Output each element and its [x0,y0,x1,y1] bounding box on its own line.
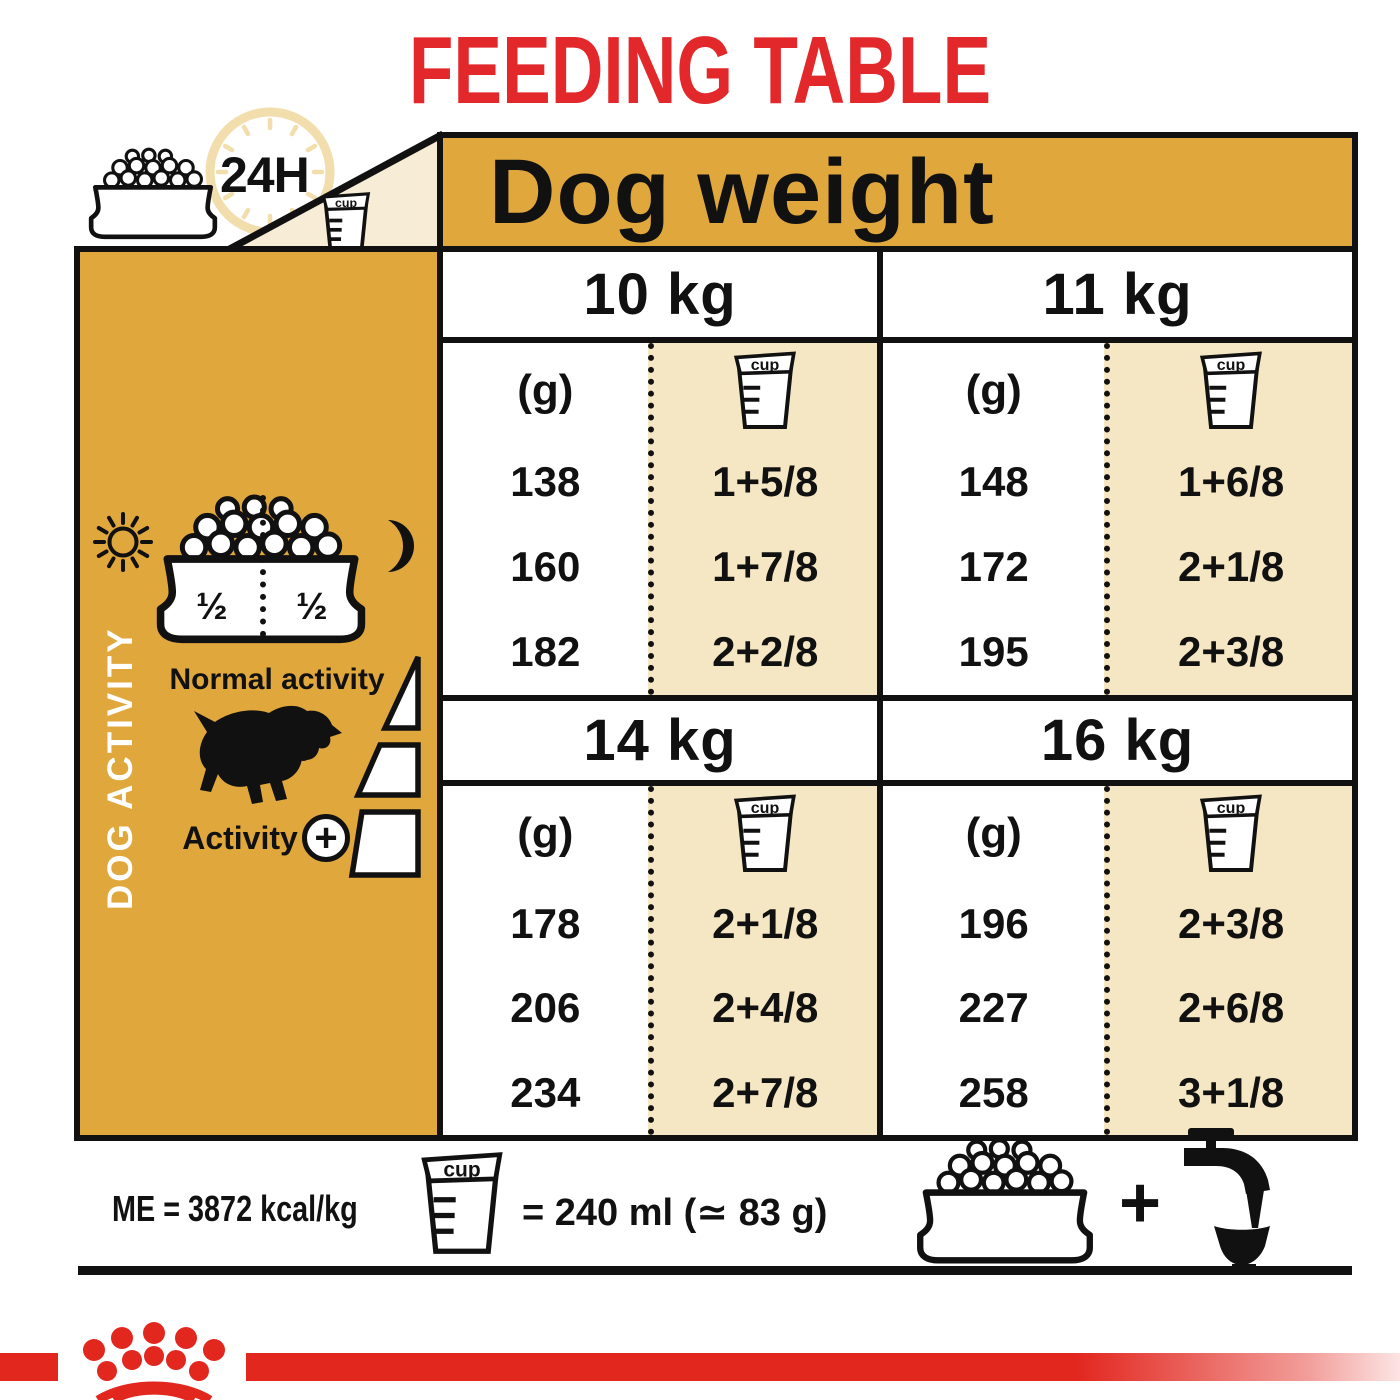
brand-bar-right [246,1353,1400,1381]
diagonal-corner [222,130,445,256]
cups-value: 2+7/8 [712,1068,819,1116]
brand-bar-left [0,1353,58,1381]
cups-value: 1+5/8 [712,457,819,505]
grams-value: 160 [510,542,581,590]
grams-unit-label: (g) [965,366,1022,415]
cups-column-10kg: cup 1+5/8 1+7/8 2+2/8 [647,343,877,695]
dog-silhouette-icon [194,705,342,804]
food-bowl-icon [917,1138,1093,1264]
cups-value: 2+6/8 [1178,984,1285,1032]
grams-value: 178 [510,900,581,948]
grams-column-14kg: (g) 178 206 234 [443,786,648,1135]
cups-value: 3+1/8 [1178,1068,1285,1116]
duration-label: 24H [220,147,310,203]
dog-activity-vertical-label: DOG ACTIVITY [101,626,140,910]
cup-icon: cup [421,1152,503,1254]
dog-activity-sidebar: ½ ½ DOG ACTIVITY Normal activity Activit… [74,246,445,1141]
activity-plus-icon: + [302,814,350,862]
grams-value: 172 [958,542,1029,590]
metabolizable-energy-label: ME = 3872 kcal/kg [112,1188,358,1229]
data-cell-10kg: (g) 138 160 182 cup [443,343,877,695]
cup-icon: cup [734,794,797,872]
grams-column-16kg: (g) 196 227 258 [883,786,1104,1135]
cup-icon: cup [321,192,371,253]
bowl-split-dotted-line [260,495,266,637]
cups-value: 2+4/8 [712,984,819,1032]
cups-column-14kg: cup 2+1/8 2+4/8 2+7/8 [647,786,877,1135]
plus-icon: + [1118,1163,1162,1243]
feeding-table-grid: 10 kg 11 kg (g) 138 160 182 [437,246,1358,1141]
cups-value: 2+3/8 [1178,628,1285,676]
grams-unit-label: (g) [517,366,574,415]
cup-icon-label: cup [443,1159,480,1182]
grams-value: 234 [510,1068,581,1116]
data-cell-16kg: (g) 196 227 258 cup [883,786,1352,1135]
weight-header-14kg: 14 kg [443,701,877,780]
cups-value: 1+6/8 [1178,457,1285,505]
grams-value: 138 [510,457,581,505]
normal-activity-label: Normal activity [169,663,385,696]
sun-icon [93,512,153,572]
footer-divider [78,1266,1352,1275]
weight-header-10kg: 10 kg [443,252,877,337]
dog-weight-header: Dog weight [437,132,1358,255]
cups-value: 2+1/8 [712,900,819,948]
cups-column-11kg: cup 1+6/8 2+1/8 2+3/8 [1104,343,1352,695]
cups-value: 1+7/8 [712,542,819,590]
grams-value: 195 [958,628,1029,676]
food-bowl-icon [88,147,218,240]
water-tap-icon [1184,1128,1270,1270]
data-cell-11kg: (g) 148 172 195 cup [883,343,1352,695]
page-title: FEEDING TABLE [408,17,992,124]
cups-value: 2+2/8 [712,628,819,676]
cup-icon: cup [1200,351,1263,429]
grams-value: 148 [958,457,1029,505]
weight-header-11kg: 11 kg [883,252,1352,337]
cups-value: 2+1/8 [1178,542,1285,590]
weight-header-16kg: 16 kg [883,701,1352,780]
grams-value: 196 [958,900,1029,948]
cup-icon-label: cup [751,357,780,374]
cup-icon-label: cup [335,196,357,210]
half-portion-night: ½ [296,586,328,628]
cups-value: 2+3/8 [1178,900,1285,948]
cup-volume-label: = 240 ml (≃ 83 g) [522,1192,828,1234]
cup-icon: cup [734,351,797,429]
activity-label: Activity [182,819,298,856]
dog-weight-label: Dog weight [489,141,995,243]
grams-column-10kg: (g) 138 160 182 [443,343,648,695]
page-title-wrap: FEEDING TABLE [0,16,1400,126]
cup-icon-label: cup [1217,800,1246,817]
grams-column-11kg: (g) 148 172 195 [883,343,1104,695]
grams-value: 206 [510,984,581,1032]
half-portion-day: ½ [196,586,228,628]
grams-value: 227 [958,984,1029,1032]
grams-value: 182 [510,628,581,676]
grams-unit-label: (g) [965,809,1022,858]
grams-value: 258 [958,1068,1029,1116]
crown-logo [83,1322,225,1400]
cup-icon: cup [1200,794,1263,872]
activity-plus-sign: + [314,816,338,860]
moon-icon [388,520,414,572]
cup-icon-label: cup [751,800,780,817]
grams-unit-label: (g) [517,809,574,858]
cups-column-16kg: cup 2+3/8 2+6/8 3+1/8 [1104,786,1352,1135]
data-cell-14kg: (g) 178 206 234 cup [443,786,877,1135]
cup-icon-label: cup [1217,357,1246,374]
activity-steps-icon [348,655,421,878]
